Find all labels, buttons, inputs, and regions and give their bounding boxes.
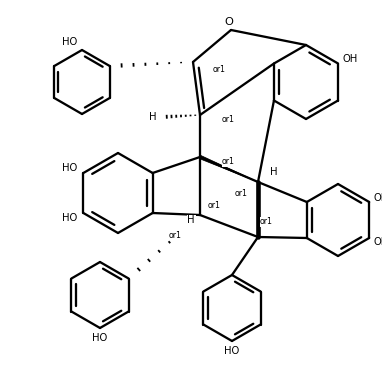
Text: HO: HO <box>62 163 78 173</box>
Text: HO: HO <box>62 37 77 47</box>
Text: HO: HO <box>92 333 108 343</box>
Text: or1: or1 <box>213 65 226 74</box>
Text: H: H <box>270 167 277 177</box>
Text: or1: or1 <box>222 115 235 125</box>
Text: OH: OH <box>373 193 382 203</box>
Text: H: H <box>188 215 195 225</box>
Text: or1: or1 <box>208 201 221 209</box>
Text: or1: or1 <box>235 189 248 199</box>
Text: or1: or1 <box>260 218 273 227</box>
Text: or1: or1 <box>222 157 235 167</box>
Text: HO: HO <box>224 346 240 356</box>
Polygon shape <box>199 155 258 182</box>
Text: OH: OH <box>373 237 382 247</box>
Text: OH: OH <box>342 55 357 64</box>
Text: or1: or1 <box>169 231 182 240</box>
Text: O: O <box>225 17 233 27</box>
Text: HO: HO <box>62 213 78 223</box>
Text: H: H <box>149 112 156 122</box>
